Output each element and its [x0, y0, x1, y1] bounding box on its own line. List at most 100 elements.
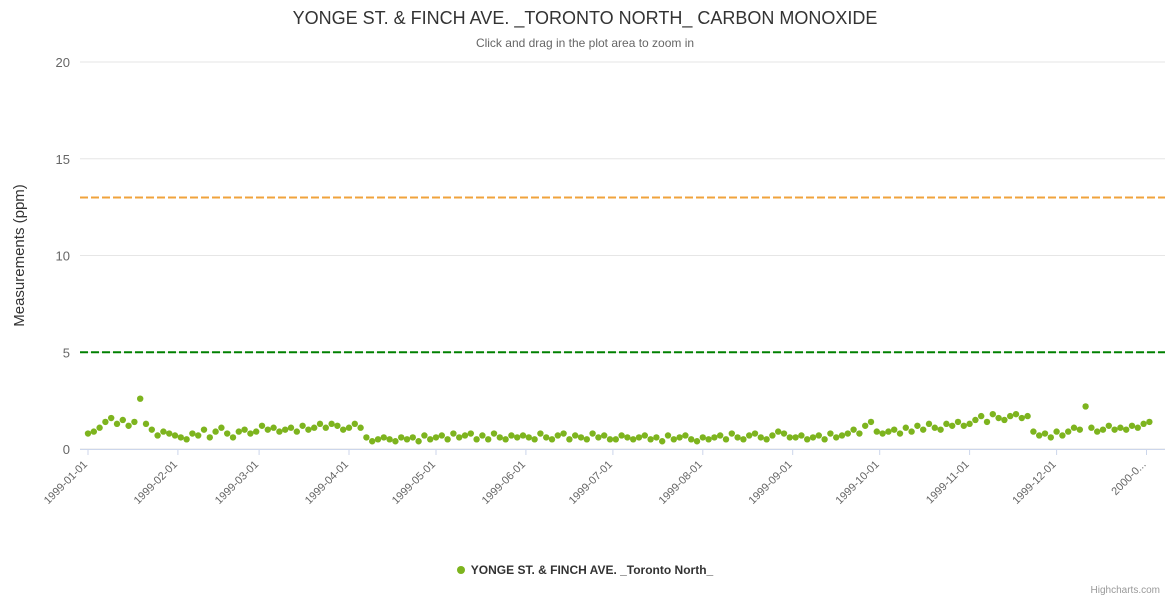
data-point[interactable]	[1117, 424, 1124, 431]
data-point[interactable]	[775, 428, 782, 435]
data-point[interactable]	[1018, 414, 1025, 422]
data-point[interactable]	[467, 430, 474, 437]
data-point[interactable]	[705, 436, 712, 443]
data-point[interactable]	[403, 436, 411, 443]
data-point[interactable]	[763, 436, 770, 443]
data-point[interactable]	[519, 432, 527, 439]
data-point[interactable]	[815, 432, 822, 439]
data-point[interactable]	[896, 430, 904, 437]
data-point[interactable]	[885, 428, 892, 435]
data-point[interactable]	[177, 434, 184, 441]
data-point[interactable]	[931, 424, 938, 431]
data-point[interactable]	[1088, 424, 1095, 431]
data-point[interactable]	[989, 410, 996, 418]
data-point[interactable]	[212, 428, 219, 435]
data-point[interactable]	[1076, 426, 1084, 433]
data-point[interactable]	[200, 426, 208, 433]
data-point[interactable]	[717, 432, 724, 439]
data-point[interactable]	[1053, 428, 1060, 435]
data-point[interactable]	[630, 436, 637, 443]
data-point[interactable]	[873, 428, 880, 435]
data-point[interactable]	[206, 434, 213, 441]
data-point[interactable]	[432, 434, 440, 441]
data-point[interactable]	[769, 432, 776, 439]
data-point[interactable]	[502, 436, 509, 443]
data-point[interactable]	[525, 434, 532, 441]
data-point[interactable]	[1140, 420, 1147, 428]
data-point[interactable]	[514, 434, 521, 441]
data-point[interactable]	[949, 422, 956, 429]
data-point[interactable]	[960, 422, 967, 429]
data-point[interactable]	[838, 432, 846, 439]
data-point[interactable]	[1128, 422, 1136, 429]
data-point[interactable]	[954, 418, 962, 426]
data-point[interactable]	[398, 434, 405, 441]
data-point[interactable]	[572, 432, 579, 439]
data-point[interactable]	[496, 434, 503, 441]
data-point[interactable]	[780, 430, 788, 437]
data-point[interactable]	[548, 436, 556, 443]
data-point[interactable]	[577, 434, 585, 441]
data-point[interactable]	[908, 428, 915, 435]
data-point[interactable]	[670, 436, 677, 443]
data-point[interactable]	[682, 432, 689, 439]
data-point[interactable]	[456, 434, 463, 441]
data-point[interactable]	[925, 420, 933, 428]
data-point[interactable]	[972, 416, 979, 424]
data-point[interactable]	[305, 426, 312, 433]
data-point[interactable]	[374, 436, 382, 443]
data-point[interactable]	[345, 424, 353, 431]
data-point[interactable]	[1111, 426, 1118, 433]
data-point[interactable]	[920, 426, 927, 433]
data-point[interactable]	[740, 436, 747, 443]
data-point[interactable]	[276, 428, 283, 435]
data-point[interactable]	[995, 414, 1002, 422]
data-point[interactable]	[664, 432, 672, 439]
data-point[interactable]	[113, 420, 121, 428]
data-point[interactable]	[543, 434, 550, 441]
data-point[interactable]	[1082, 403, 1089, 410]
data-point[interactable]	[867, 418, 875, 426]
data-point[interactable]	[392, 438, 399, 445]
data-point[interactable]	[438, 432, 445, 439]
data-point[interactable]	[473, 436, 480, 443]
data-point[interactable]	[746, 432, 753, 439]
data-point[interactable]	[137, 395, 144, 402]
data-point[interactable]	[902, 424, 909, 431]
data-point[interactable]	[589, 430, 596, 437]
data-point[interactable]	[479, 432, 486, 439]
data-point[interactable]	[937, 426, 944, 433]
data-point[interactable]	[722, 436, 730, 443]
data-point[interactable]	[879, 430, 886, 437]
data-point[interactable]	[490, 430, 498, 437]
data-point[interactable]	[693, 438, 701, 445]
data-point[interactable]	[1105, 422, 1113, 429]
data-point[interactable]	[328, 420, 335, 428]
data-point[interactable]	[1041, 430, 1049, 437]
data-point[interactable]	[357, 424, 364, 431]
data-point[interactable]	[461, 432, 469, 439]
data-point[interactable]	[409, 434, 416, 441]
data-point[interactable]	[102, 418, 109, 426]
data-point[interactable]	[734, 434, 741, 441]
data-point[interactable]	[444, 436, 451, 443]
data-point[interactable]	[554, 432, 561, 439]
data-point[interactable]	[351, 420, 358, 428]
data-point[interactable]	[786, 434, 793, 441]
data-point[interactable]	[108, 414, 115, 422]
data-point[interactable]	[386, 436, 393, 443]
data-point[interactable]	[415, 438, 422, 445]
data-point[interactable]	[119, 416, 127, 424]
data-point[interactable]	[728, 430, 735, 437]
data-point[interactable]	[1099, 426, 1107, 433]
data-point[interactable]	[1146, 418, 1153, 426]
data-point[interactable]	[363, 434, 370, 441]
data-point[interactable]	[601, 432, 608, 439]
data-point[interactable]	[270, 424, 277, 431]
data-point[interactable]	[1123, 426, 1130, 433]
data-point[interactable]	[943, 420, 950, 428]
data-point[interactable]	[792, 434, 799, 441]
data-point[interactable]	[450, 430, 457, 437]
data-point[interactable]	[1007, 412, 1014, 420]
data-point[interactable]	[380, 434, 387, 441]
